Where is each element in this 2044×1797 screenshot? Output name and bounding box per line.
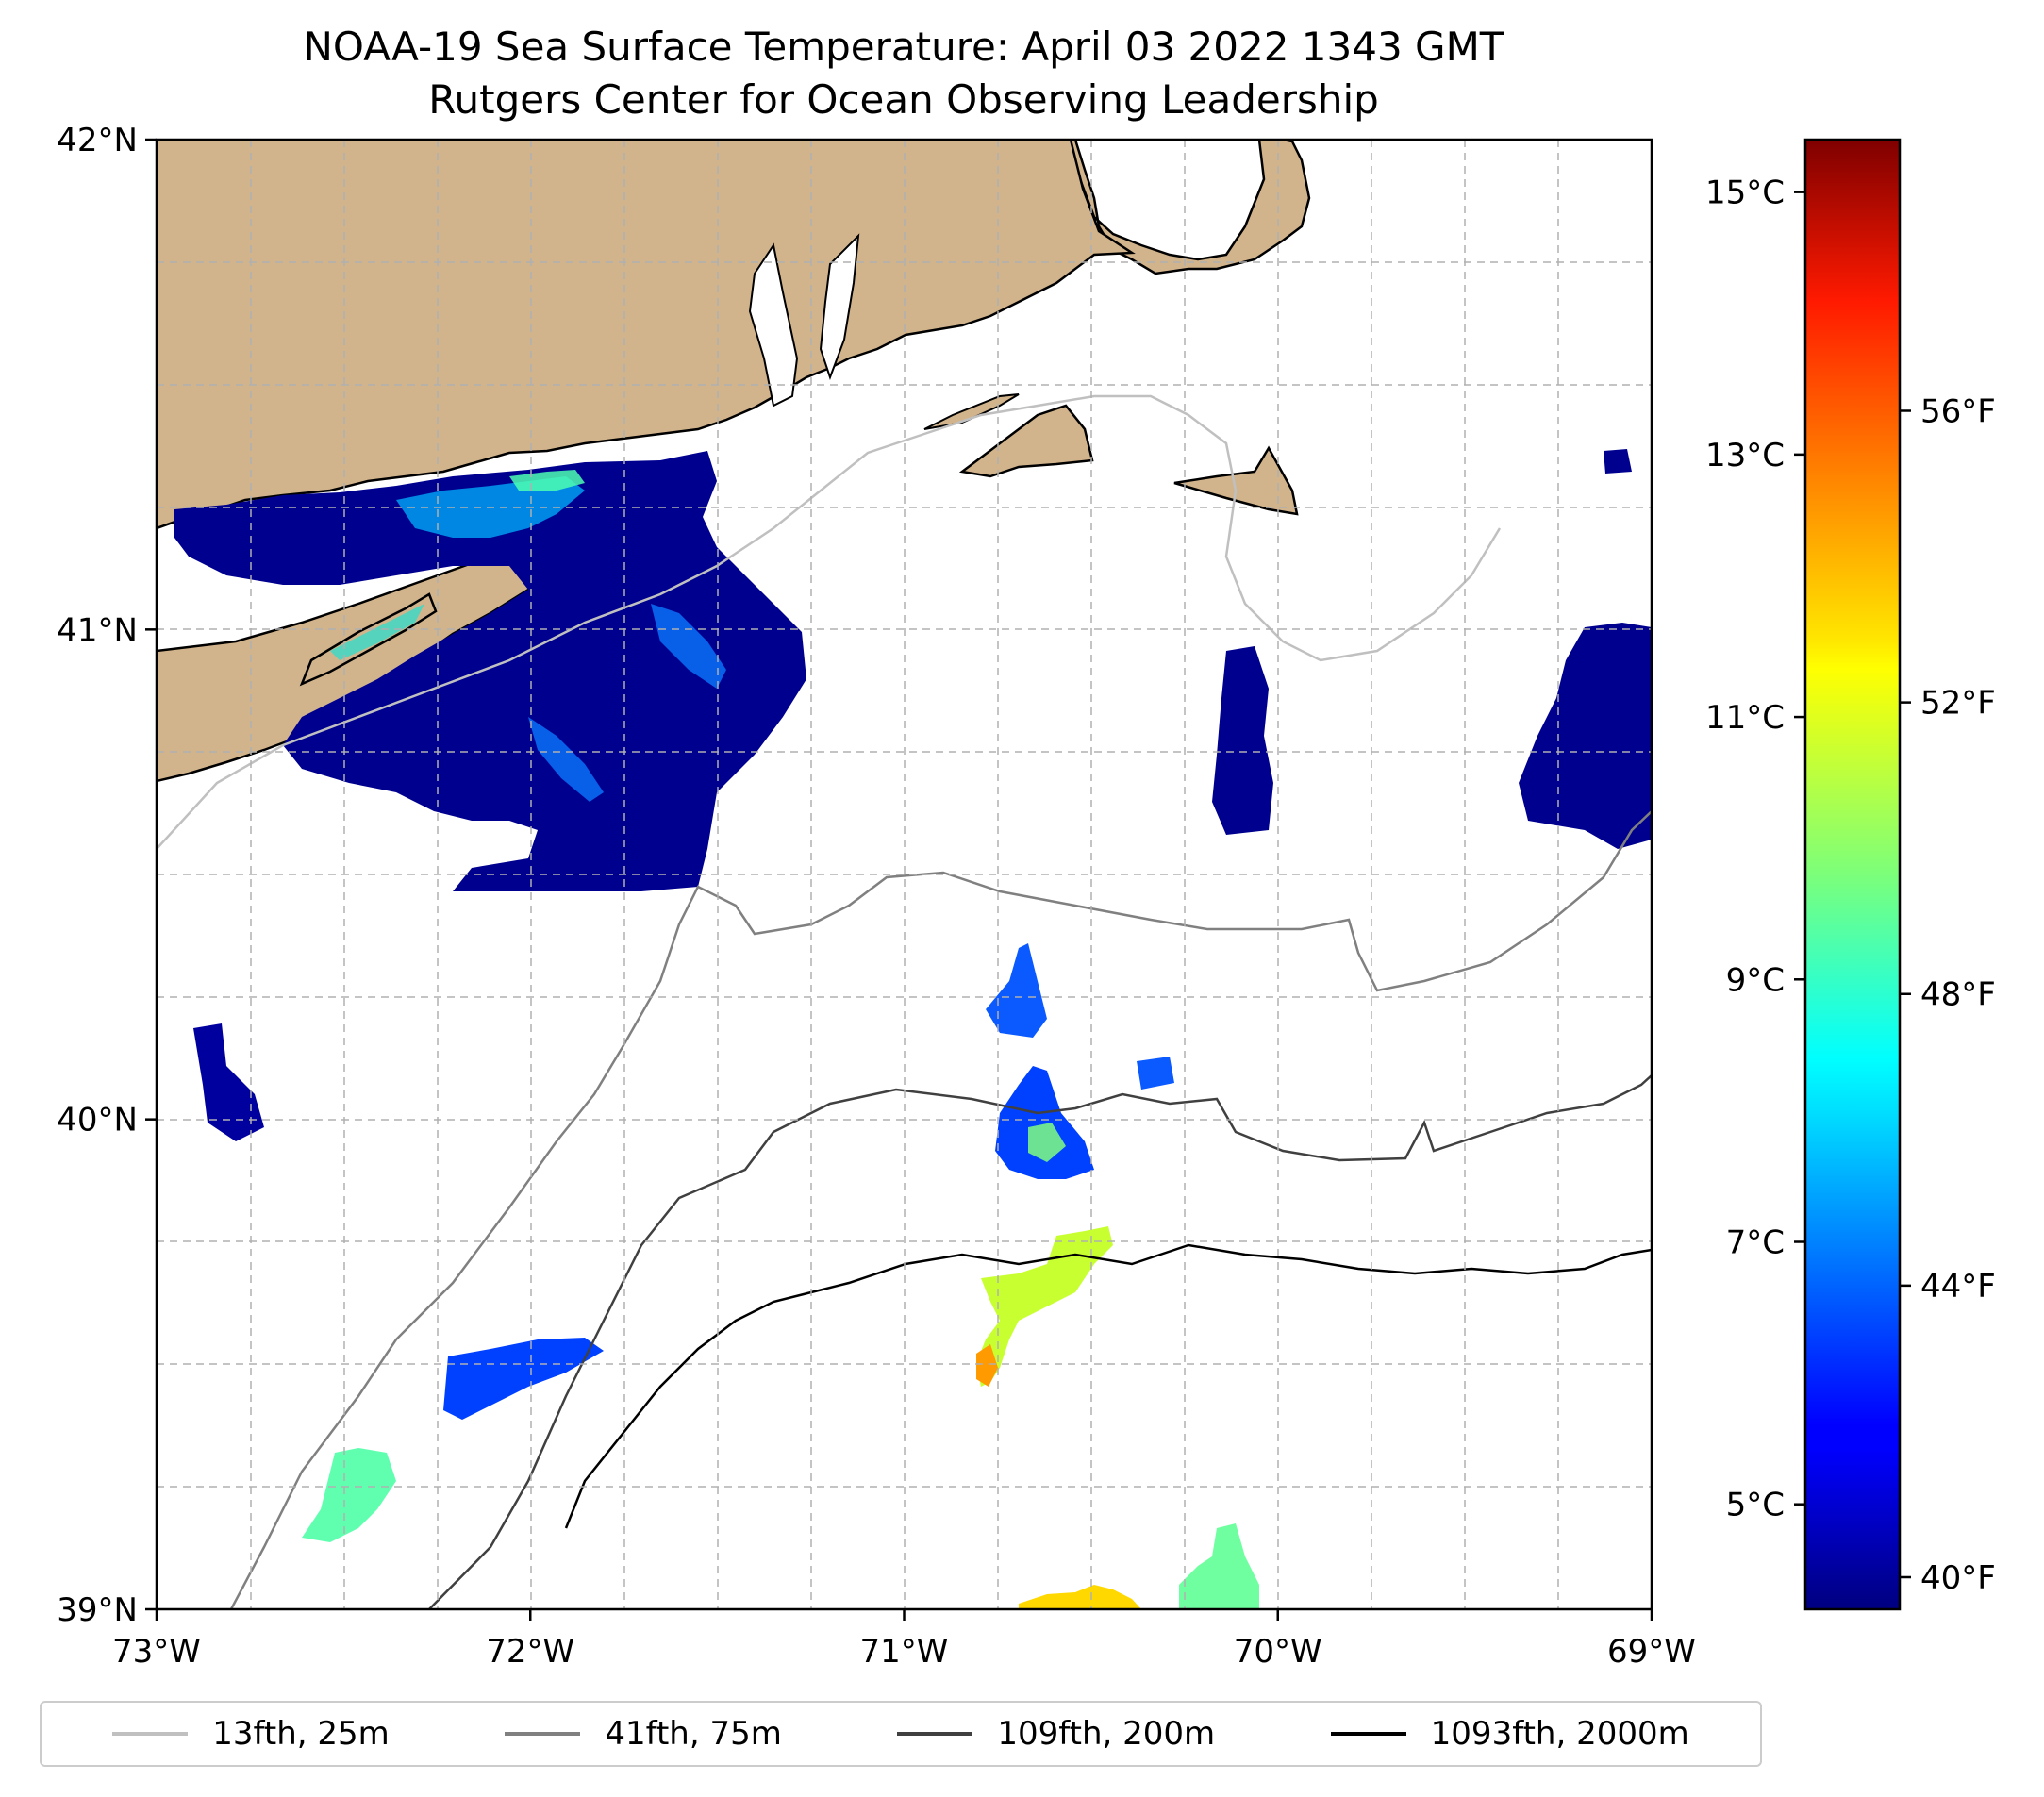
fahrenheit-tick-label: 48°F: [1920, 976, 1996, 1014]
celsius-tick-label: 9°C: [1726, 961, 1785, 999]
sst-patch-southwest-small: [193, 1023, 264, 1141]
land-mainland: [157, 140, 1136, 530]
sst-patch-sound-green: [509, 470, 585, 491]
colorbar: 5°C 7°C 9°C 11°C 13°C 15°C 40°F 44°F 48°F 52°F 56…: [1705, 138, 1996, 1611]
legend-label-2000m: 1093fth, 2000m: [1430, 1715, 1689, 1753]
sst-patch-south-warm: [1019, 1585, 1141, 1609]
legend-swatch-200m: [897, 1732, 973, 1736]
celsius-tick-label: 5°C: [1726, 1487, 1785, 1524]
legend-swatch-25m: [112, 1732, 189, 1736]
legend-item-200m: 109fth, 200m: [897, 1715, 1215, 1753]
x-tick-label: 69°W: [1607, 1633, 1696, 1671]
fahrenheit-tick-label: 44°F: [1920, 1268, 1996, 1306]
sst-patch-block-island-sound: [174, 451, 806, 891]
sst-patch-north-fork-teal: [330, 604, 424, 660]
legend-item-2000m: 1093fth, 2000m: [1330, 1715, 1689, 1753]
sst-patch-south-green: [1179, 1523, 1259, 1609]
sst-patch-ne-dot: [1604, 449, 1632, 474]
x-tick-label: 71°W: [860, 1633, 949, 1671]
celsius-tick-label: 15°C: [1705, 175, 1785, 212]
land-marthas-vineyard: [958, 404, 1094, 478]
x-tick-label: 70°W: [1234, 1633, 1322, 1671]
latitude-axis: 42°N 41°N 40°N 39°N: [57, 122, 157, 1629]
colorbar-celsius-axis: 5°C 7°C 9°C 11°C 13°C 15°C: [1705, 175, 1805, 1524]
celsius-tick-label: 7°C: [1726, 1224, 1785, 1262]
fahrenheit-tick-label: 40°F: [1920, 1559, 1996, 1597]
y-tick-label: 41°N: [57, 611, 138, 649]
legend-item-25m: 13fth, 25m: [112, 1715, 390, 1753]
fahrenheit-tick-label: 52°F: [1920, 685, 1996, 723]
land-nantucket: [1173, 445, 1299, 516]
celsius-tick-label: 13°C: [1705, 437, 1785, 474]
longitude-axis: 73°W 72°W 71°W 70°W 69°W: [112, 1609, 1696, 1671]
water-buzzards-bay: [819, 233, 860, 380]
sst-patch-slope-orange: [976, 1344, 998, 1387]
isobath-75m: [229, 810, 1652, 1609]
isobath-legend: 13fth, 25m 41fth, 75m 109fth, 200m 1093f…: [40, 1701, 1762, 1767]
legend-label-75m: 41fth, 75m: [605, 1715, 782, 1753]
isobath-25m: [157, 394, 1502, 850]
sst-patch-nantucket-shoals: [1212, 646, 1273, 835]
sst-patch-southwest-cyan: [302, 1448, 396, 1542]
fahrenheit-tick-label: 56°F: [1920, 392, 1996, 430]
sst-patch-east-edge: [1519, 623, 1652, 849]
legend-label-200m: 109fth, 200m: [997, 1715, 1216, 1753]
x-tick-label: 72°W: [486, 1633, 574, 1671]
sst-patch-shelf-plume-green: [1028, 1123, 1066, 1162]
isobath-200m: [428, 1074, 1652, 1609]
y-tick-label: 39°N: [57, 1591, 138, 1629]
legend-label-25m: 13fth, 25m: [212, 1715, 390, 1753]
sst-patch-slope-warm: [976, 1226, 1113, 1387]
legend-swatch-2000m: [1330, 1732, 1406, 1736]
sst-patch-small-blue: [1137, 1057, 1174, 1090]
sst-patch-shelf-streak2: [528, 717, 604, 802]
legend-item-75m: 41fth, 75m: [505, 1715, 782, 1753]
y-tick-label: 40°N: [57, 1102, 138, 1140]
x-tick-label: 73°W: [112, 1633, 201, 1671]
sst-patch-shelf-streak1: [651, 604, 726, 689]
map-title-line1: NOAA-19 Sea Surface Temperature: April 0…: [304, 24, 1504, 70]
sst-patch-shelf-plume-bottom: [995, 1066, 1094, 1179]
isobath-2000m: [564, 1243, 1652, 1529]
y-tick-label: 42°N: [57, 122, 138, 159]
sst-patch-shelf-plume-top: [986, 943, 1047, 1038]
colorbar-gradient: [1803, 138, 1902, 1611]
graticule: [157, 140, 1652, 1609]
map-title-line2: Rutgers Center for Ocean Observing Leade…: [428, 76, 1379, 123]
celsius-tick-label: 11°C: [1705, 699, 1785, 737]
colorbar-fahrenheit-axis: 40°F 44°F 48°F 52°F 56°F: [1900, 392, 1996, 1597]
land-elizabeth-islands: [923, 393, 1020, 430]
water-narragansett-bay: [748, 242, 799, 408]
legend-swatch-75m: [505, 1732, 581, 1736]
sst-patch-southwest-blue: [443, 1338, 604, 1420]
